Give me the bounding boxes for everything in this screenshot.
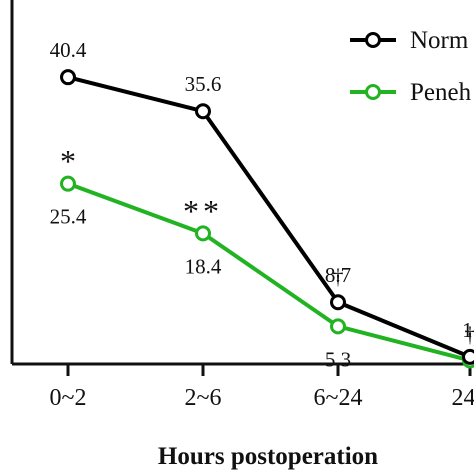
x-ticks: 0~2 2~6 6~24 24~ [50,364,474,411]
data-label: 25.4 [50,205,87,229]
data-point [462,348,474,365]
legend-swatch-marker [365,84,381,100]
data-label: 1. [462,318,474,342]
data-point [195,103,211,120]
data-label: 40.4 [50,38,87,62]
significance-mark: ** [183,193,223,229]
legend-swatch-marker [365,32,381,48]
data-point [330,294,346,311]
data-point [60,69,76,86]
data-point [60,175,76,192]
data-point [195,225,211,242]
x-tick-label: 2~6 [185,385,222,411]
x-tick-label: 24~ [452,385,474,411]
data-label: 18.4 [185,254,222,278]
x-axis-title: Hours postoperation [158,443,378,470]
legend-label: Norm [410,27,469,54]
x-tick-label: 6~24 [314,385,363,411]
data-labels: 40.4 35.6 8.7 1. 25.4 18.4 5.3 [50,38,474,371]
data-label: 8.7 [325,263,351,287]
x-tick-label: 0~2 [50,385,87,411]
significance-mark: * [60,143,76,179]
significance-marks: ***†† [60,143,474,347]
series-line [67,75,471,359]
data-point [330,318,346,335]
legend: Norm Peneh [350,27,472,106]
data-label: 35.6 [185,72,222,96]
legend-label: Peneh [410,79,472,106]
significance-mark: † [333,264,344,289]
series-layer [60,69,474,369]
series-line [67,181,471,363]
significance-mark: † [465,322,474,347]
data-label: 5.3 [325,347,351,371]
